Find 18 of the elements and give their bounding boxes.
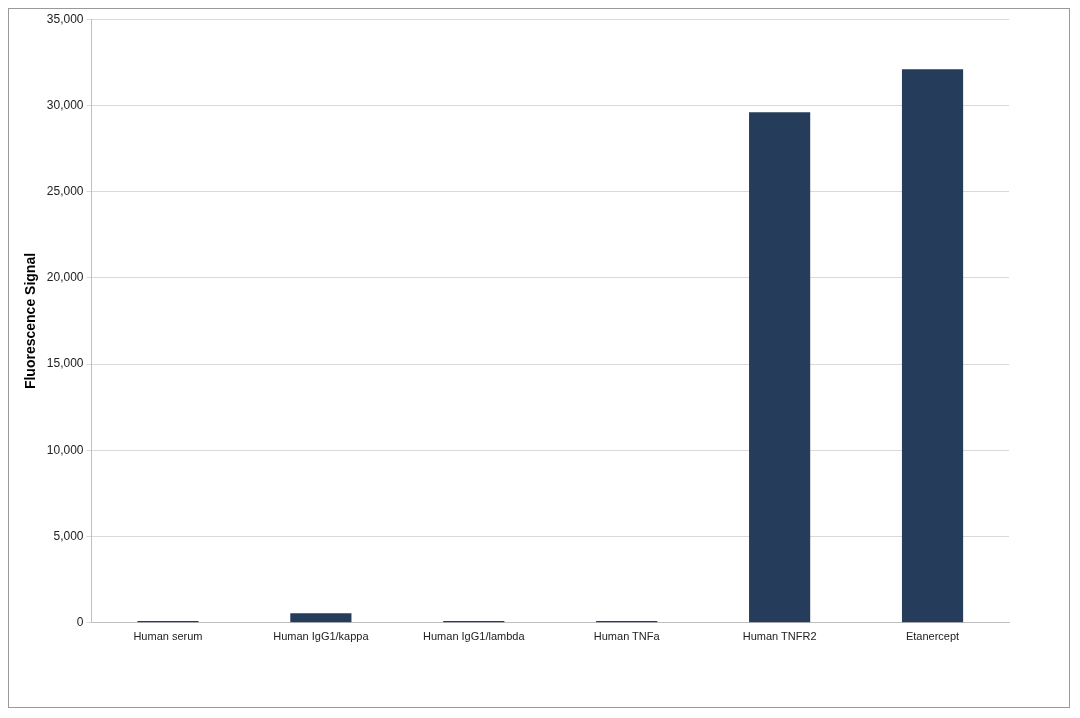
y-axis-title: Fluorescence Signal (22, 252, 39, 390)
x-tick-label: Human IgG1/kappa (273, 630, 370, 643)
x-tick-label: Human IgG1/lambda (423, 630, 526, 643)
y-tick-label: 5,000 (53, 528, 84, 543)
x-tick-label: Human TNFR2 (742, 630, 817, 643)
bar (290, 613, 352, 623)
y-tick-label: 0 (76, 615, 84, 630)
y-tick-label: 35,000 (46, 11, 84, 26)
y-tick-label: 20,000 (46, 270, 84, 285)
y-tick-label: 10,000 (46, 442, 84, 457)
x-tick-label: Human serum (133, 630, 203, 643)
bar (901, 69, 964, 623)
x-tick-label: Etanercept (905, 630, 960, 643)
bar (749, 112, 811, 623)
y-tick-label: 30,000 (46, 97, 84, 112)
y-tick-label: 25,000 (46, 183, 84, 198)
y-tick-label: 15,000 (46, 356, 84, 371)
x-tick-label: Human TNFa (593, 630, 661, 643)
